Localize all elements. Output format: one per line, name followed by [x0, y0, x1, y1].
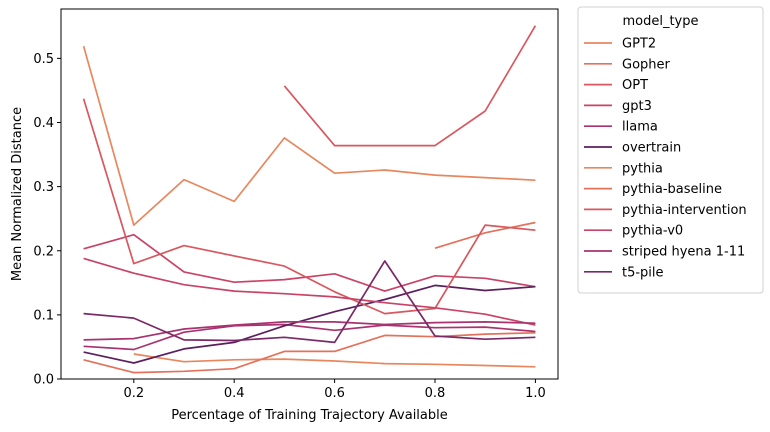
y-tick-label: 0.1: [33, 308, 54, 323]
x-tick-label: 0.6: [324, 386, 345, 401]
legend-box: [577, 6, 764, 294]
legend-entry-label: Gopher: [622, 57, 671, 72]
series-line-pythia: [82, 45, 536, 226]
y-tick-label: 0.0: [33, 373, 54, 388]
x-axis-label: Percentage of Training Trajectory Availa…: [171, 408, 448, 423]
series-line-pythia-v0: [83, 257, 536, 326]
legend-title: model_type: [622, 14, 698, 29]
series-line-pythia-intervention: [82, 98, 536, 315]
legend-entry-label: overtrain: [622, 141, 681, 156]
legend-entry-label: pythia-intervention: [622, 203, 747, 218]
y-tick-label: 0.3: [33, 180, 54, 195]
legend-entry-label: pythia-v0: [622, 224, 683, 239]
legend: model_type GPT2 Gopher OPT gpt3 llama overtra…: [577, 6, 764, 294]
y-axis-label: Mean Normalized Distance: [10, 107, 25, 281]
x-axis: 0.2 0.4 0.6 0.8 1.0: [123, 379, 546, 401]
series-line-pythia-baseline: [434, 221, 536, 250]
series-line-opt: [283, 25, 537, 147]
x-tick-label: 0.4: [224, 386, 245, 401]
x-tick-label: 0.2: [123, 386, 144, 401]
legend-entry-label: GPT2: [622, 37, 656, 52]
series-line-gpt3: [83, 233, 536, 292]
series-line-t5-pile: [83, 260, 536, 344]
plot-frame: [60, 8, 559, 380]
legend-entry-label: gpt3: [622, 99, 652, 114]
series-line-overtrain: [83, 284, 536, 364]
series-line-striped-hyena-1-11: [83, 321, 536, 341]
series-line-gpt2: [133, 353, 536, 368]
legend-entry-label: llama: [622, 120, 658, 135]
series-line-gopher: [83, 331, 536, 374]
legend-entry-label: t5-pile: [622, 265, 664, 280]
y-tick-label: 0.2: [33, 244, 54, 259]
y-axis: 0.0 0.1 0.2 0.3 0.4 0.5: [33, 52, 61, 388]
legend-entry-label: striped hyena 1-11: [622, 245, 745, 260]
x-tick-label: 1.0: [525, 386, 546, 401]
y-tick-label: 0.4: [33, 116, 54, 131]
y-tick-label: 0.5: [33, 52, 54, 67]
legend-entry-label: pythia: [622, 161, 663, 176]
x-tick-label: 0.8: [425, 386, 446, 401]
legend-entry-label: pythia-baseline: [622, 182, 722, 197]
legend-entry-label: OPT: [622, 78, 648, 93]
plot-lines: [82, 25, 537, 374]
series-line-llama: [83, 323, 536, 351]
